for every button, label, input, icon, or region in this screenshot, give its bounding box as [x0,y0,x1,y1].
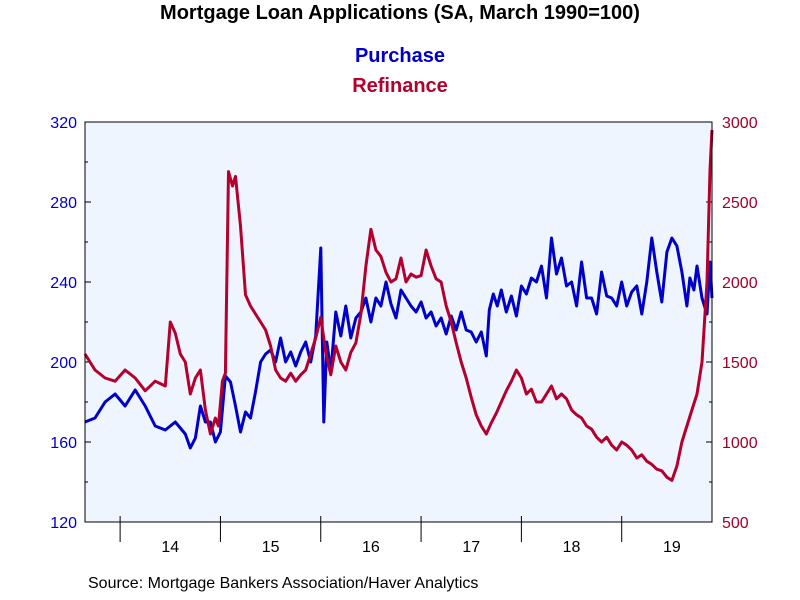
legend-purchase: Purchase [354,45,446,67]
left-axis-tick-label: 200 [50,355,77,372]
source-note: Source: Mortgage Bankers Association/Hav… [88,575,479,592]
right-axis-tick-label: 2500 [722,195,758,212]
chart-title: Mortgage Loan Applications (SA, March 19… [160,2,640,24]
right-axis-tick-label: 3000 [722,115,758,132]
left-axis-tick-label: 240 [50,275,77,292]
x-axis-tick-label: 15 [262,539,280,556]
series-line-purchase [84,236,714,450]
right-axis-tick-label: 1000 [722,435,758,452]
x-axis-tick-label: 16 [362,539,380,556]
right-axis-tick-label: 1500 [722,355,758,372]
x-axis-tick-label: 17 [462,539,480,556]
right-axis-tick-label: 2000 [722,275,758,292]
x-axis-tick-label: 18 [563,539,581,556]
left-axis-tick-label: 160 [50,435,77,452]
plot-frame [84,121,713,523]
plot-area [85,122,712,522]
series-line-refinance [83,129,714,482]
left-axis-tick-label: 280 [50,195,77,212]
x-axis-tick-label: 19 [663,539,681,556]
left-axis-tick-label: 120 [50,515,77,532]
legend-refinance: Refinance [352,75,448,97]
right-axis-tick-label: 500 [722,515,749,532]
x-axis-tick-label: 14 [161,539,179,556]
left-axis-tick-label: 320 [50,115,77,132]
